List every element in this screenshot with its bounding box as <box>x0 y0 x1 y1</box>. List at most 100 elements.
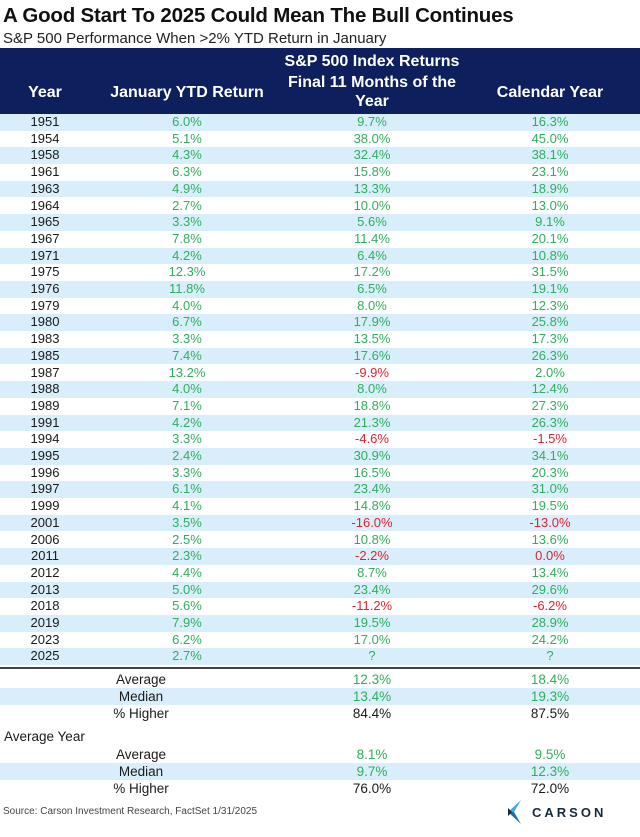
year-cell: 2006 <box>30 531 60 547</box>
table-row: 2013 5.0% 23.4% 29.6% <box>0 581 640 599</box>
summary-label: Average <box>115 672 167 687</box>
value-cell: 17.9% <box>353 314 391 330</box>
summary-final11: 76.0% <box>352 781 392 796</box>
value-cell: 9.1% <box>535 214 565 230</box>
table-row: 1994 3.3% -4.6% -1.5% <box>0 431 640 448</box>
value-cell: 13.5% <box>353 331 391 347</box>
value-cell: 17.3% <box>531 331 569 347</box>
value-cell: 21.3% <box>353 414 391 430</box>
value-cell: 4.9% <box>172 180 202 196</box>
year-cell: 1985 <box>30 347 60 363</box>
table-row: 1991 4.2% 21.3% 26.3% <box>0 414 640 432</box>
value-cell: -4.6% <box>355 431 389 447</box>
column-header-final-11-months: Final 11 Months of the Year <box>287 74 456 110</box>
table-bottom-rule <box>0 667 640 669</box>
value-cell: 5.6% <box>357 214 387 230</box>
year-cell: 2025 <box>30 648 60 664</box>
value-cell: 19.5% <box>353 615 391 630</box>
value-cell: 4.2% <box>172 414 202 430</box>
summary-row: % Higher 84.4% 87.5% <box>0 705 640 722</box>
value-cell: 2.5% <box>172 531 202 547</box>
logo-text: CARSON <box>532 804 607 820</box>
year-cell: 2001 <box>30 514 60 530</box>
year-cell: 1967 <box>30 230 60 246</box>
year-cell: 1989 <box>30 397 60 413</box>
value-cell: 25.8% <box>531 314 569 330</box>
summary-calendar: 87.5% <box>530 706 570 721</box>
value-cell: 2.7% <box>172 648 202 664</box>
source-note: Source: Carson Investment Research, Fact… <box>3 806 258 817</box>
table-row: 1963 4.9% 13.3% 18.9% <box>0 180 640 198</box>
value-cell: 4.2% <box>172 247 202 263</box>
value-cell: -9.9% <box>355 364 389 380</box>
value-cell: 17.6% <box>353 347 391 363</box>
value-cell: -11.2% <box>351 598 393 614</box>
value-cell: 38.1% <box>531 147 569 163</box>
summary-calendar: 18.4% <box>530 672 570 687</box>
summary-final11: 9.7% <box>356 764 388 779</box>
value-cell: 23.4% <box>353 481 391 497</box>
value-cell: 13.6% <box>531 531 569 547</box>
table-row: 1995 2.4% 30.9% 34.1% <box>0 448 640 465</box>
value-cell: -1.5% <box>533 431 567 447</box>
value-cell: 23.4% <box>353 581 391 597</box>
value-cell: 31.5% <box>531 264 569 280</box>
summary-row: Median 13.4% 19.3% <box>0 688 640 705</box>
year-cell: 1991 <box>30 414 60 430</box>
value-cell: 13.0% <box>531 197 569 213</box>
value-cell: 6.1% <box>172 481 202 497</box>
value-cell: 4.1% <box>172 498 202 514</box>
year-cell: 1963 <box>30 180 60 196</box>
summary-row: Median 9.7% 12.3% <box>0 763 640 780</box>
value-cell: 2.7% <box>172 197 202 213</box>
value-cell: 13.2% <box>168 364 206 380</box>
table-row: 1985 7.4% 17.6% 26.3% <box>0 347 640 365</box>
year-cell: 1971 <box>30 247 60 263</box>
table-row: 1980 6.7% 17.9% 25.8% <box>0 314 640 332</box>
value-cell: 10.8% <box>353 531 391 547</box>
summary-label: % Higher <box>113 781 169 796</box>
year-cell: 1988 <box>30 381 60 397</box>
summary-calendar: 72.0% <box>530 781 570 796</box>
summary-final11: 12.3% <box>352 672 392 687</box>
year-cell: 1964 <box>30 197 60 213</box>
value-cell: 27.3% <box>531 397 569 413</box>
year-cell: 1996 <box>30 464 60 480</box>
table-row: 2019 7.9% 19.5% 28.9% <box>0 615 640 632</box>
year-cell: 2018 <box>30 598 60 614</box>
year-cell: 1975 <box>30 264 60 280</box>
table-row: 1976 11.8% 6.5% 19.1% <box>0 281 640 298</box>
year-cell: 1958 <box>30 147 60 163</box>
value-cell: 28.9% <box>531 615 569 630</box>
table-row: 2001 3.5% -16.0% -13.0% <box>0 514 640 532</box>
value-cell: 8.0% <box>357 297 387 313</box>
value-cell: 13.4% <box>531 564 569 580</box>
value-cell: 16.5% <box>353 464 391 480</box>
value-cell: 6.7% <box>172 314 202 330</box>
value-cell: 19.5% <box>531 498 569 514</box>
value-cell: -6.2% <box>533 598 567 614</box>
table-row: 1967 7.8% 11.4% 20.1% <box>0 231 640 248</box>
value-cell: 7.1% <box>172 397 202 413</box>
column-header-calendar-year: Calendar Year <box>496 84 604 101</box>
value-cell: 12.4% <box>531 381 569 397</box>
chart-subtitle: S&P 500 Performance When >2% YTD Return … <box>3 30 387 47</box>
value-cell: 11.8% <box>169 281 205 296</box>
value-cell: 2.0% <box>535 364 565 380</box>
table-row: 1971 4.2% 6.4% 10.8% <box>0 247 640 265</box>
value-cell: 18.8% <box>353 397 391 413</box>
value-cell: 16.3% <box>531 114 569 129</box>
value-cell: 15.8% <box>353 164 391 180</box>
summary-label: % Higher <box>113 706 169 721</box>
value-cell: 3.3% <box>172 214 202 230</box>
value-cell: 4.0% <box>172 381 202 397</box>
year-cell: 1954 <box>30 130 60 146</box>
year-cell: 1965 <box>30 214 60 230</box>
column-header-january: January YTD Return <box>110 84 264 101</box>
value-cell: 12.3% <box>168 264 206 280</box>
summary-final11: 84.4% <box>352 706 392 721</box>
value-cell: 13.3% <box>353 180 391 196</box>
table-row: 1979 4.0% 8.0% 12.3% <box>0 298 640 315</box>
table-row: 2023 6.2% 17.0% 24.2% <box>0 632 640 649</box>
value-cell: 4.4% <box>172 564 202 580</box>
